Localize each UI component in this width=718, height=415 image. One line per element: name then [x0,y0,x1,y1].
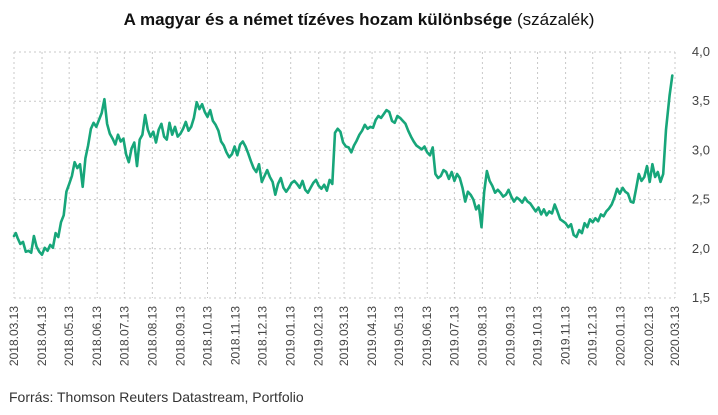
x-tick-label: 2019.01.13 [284,306,298,366]
y-tick-label: 2,5 [692,192,710,207]
x-tick-label: 2019.03.13 [337,306,351,366]
y-tick-label: 1,5 [692,290,710,305]
x-tick-label: 2019.08.13 [475,306,489,366]
x-tick-label: 2018.05.13 [62,306,76,366]
series-group [12,74,674,256]
x-tick-label: 2019.09.13 [503,306,517,366]
x-tick-label: 2018.04.13 [35,306,49,366]
chart-title-unit: (százalék) [516,10,595,29]
x-tick-label: 2018.06.13 [90,306,104,366]
x-tick-label: 2018.07.13 [117,306,131,366]
x-tick-label: 2020.03.13 [668,306,682,366]
y-tick-label: 3,0 [692,142,710,157]
x-tick-label: 2019.10.13 [531,306,545,366]
x-tick-label: 2018.09.13 [173,306,187,366]
x-tick-label: 2020.01.13 [614,306,628,366]
x-tick-label: 2018.03.13 [7,306,21,366]
grid-lines [13,51,676,299]
x-tick-label: 2018.12.13 [256,306,270,366]
x-tick-label: 2019.06.13 [420,306,434,366]
x-tick-label: 2018.08.13 [145,306,159,366]
y-tick-label: 4,0 [692,44,710,59]
x-tick-label: 2019.02.13 [312,306,326,366]
chart-title-main: A magyar és a német tízéves hozam különb… [123,10,513,29]
x-tick-label: 2018.11.13 [229,306,243,365]
x-axis: 2018.03.13 2018.04.13 2018.05.13 2018.06.13… [7,306,682,366]
x-tick-label: 2019.11.13 [559,306,573,365]
series-line [12,74,674,256]
y-axis: 4,0 3,5 3,0 2,5 2,0 1,5 [692,44,710,305]
x-tick-label: 2019.05.13 [392,306,406,366]
x-tick-label: 2020.02.13 [642,306,656,366]
y-tick-label: 2,0 [692,241,710,256]
chart-title: A magyar és a német tízéves hozam különb… [0,10,718,30]
x-tick-label: 2019.12.13 [586,306,600,366]
x-tick-label: 2018.10.13 [201,306,215,366]
x-tick-label: 2019.04.13 [365,306,379,366]
x-tick-label: 2019.07.13 [447,306,461,366]
source-note: Forrás: Thomson Reuters Datastream, Port… [9,389,304,405]
y-tick-label: 3,5 [692,93,710,108]
